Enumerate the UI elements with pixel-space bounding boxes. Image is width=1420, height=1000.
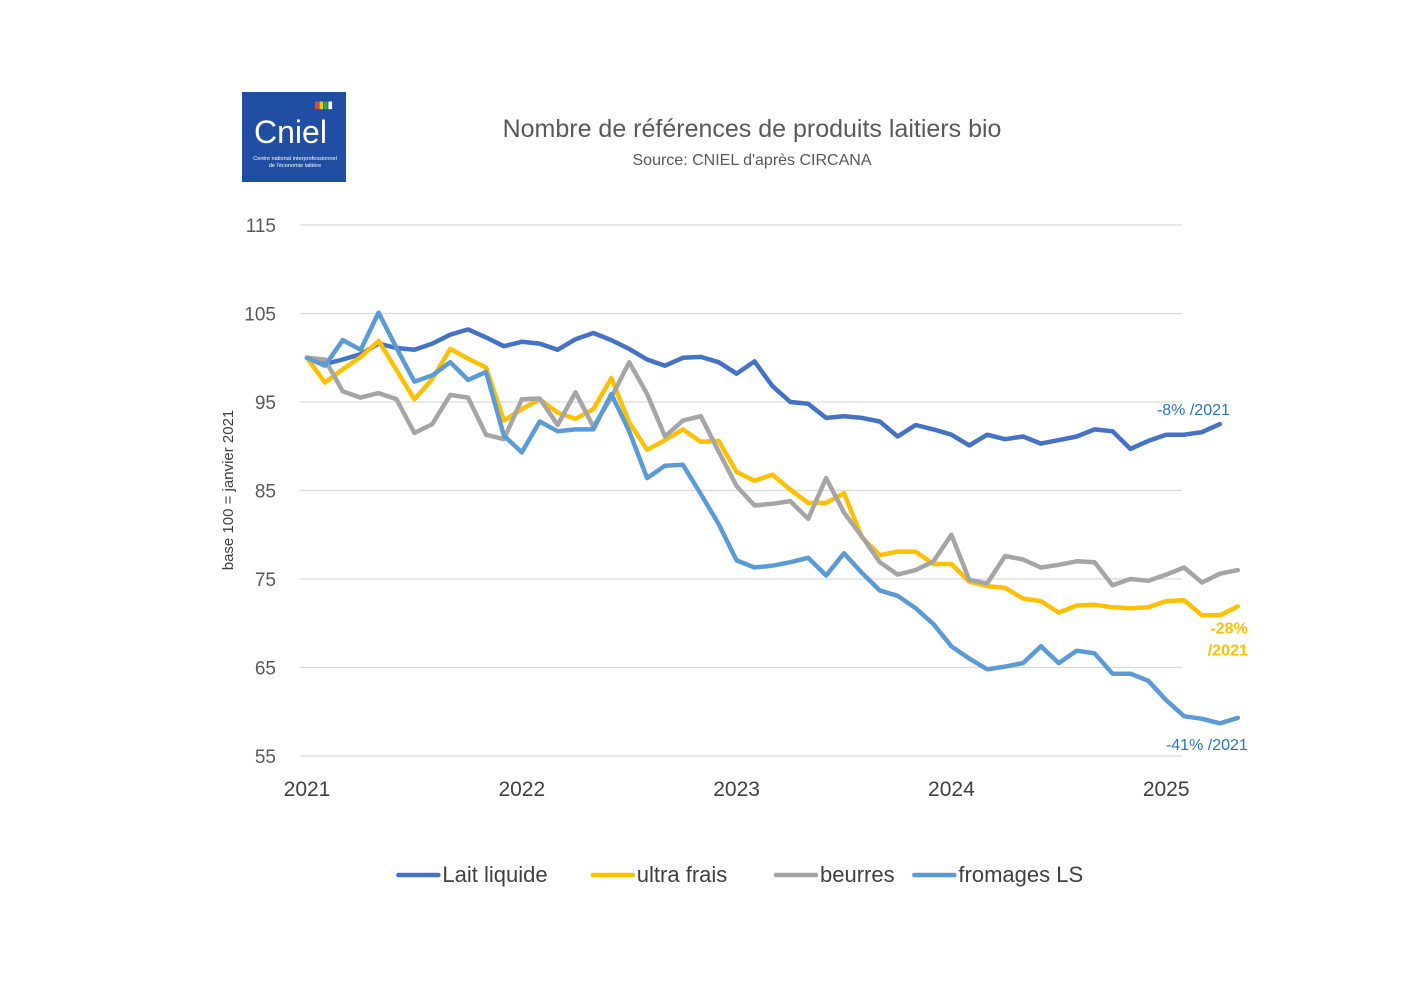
series-line-fromages-ls [304, 310, 1241, 726]
x-tick-label: 2024 [928, 778, 975, 801]
chart-title: Nombre de références de produits laitier… [503, 115, 1002, 143]
series-lines [304, 310, 1241, 726]
y-tick-label: 65 [255, 659, 276, 680]
legend: Lait liquide ultra frais beurres fromages L… [396, 862, 1083, 887]
y-tick-label: 85 [255, 482, 276, 503]
annotation-label: -41% /2021 [1166, 737, 1248, 754]
cniel-logo: ▮▮▮▮ Cniel Centre national interprofessi… [242, 92, 346, 182]
series-line-beurres [304, 355, 1241, 588]
logo-name: Cniel [254, 114, 327, 150]
x-tick-label: 2021 [284, 778, 331, 801]
logo-mark-icon: ▮▮▮▮ [313, 100, 333, 111]
annotation-label: -28% [1210, 620, 1247, 637]
y-tick-label: 115 [246, 216, 276, 237]
legend-label: Lait liquide [442, 862, 547, 887]
y-axis-ticks: 55 65 75 85 95 105 115 [244, 216, 276, 768]
y-tick-label: 55 [255, 747, 276, 768]
x-axis-ticks: 2021 2022 2023 2024 2025 [284, 778, 1190, 801]
annotation-label: /2021 [1208, 642, 1248, 659]
series-line-ultra-frais [304, 338, 1241, 618]
logo-subtitle: Centre national interprofessionnel de l'… [253, 156, 337, 169]
legend-label: fromages LS [958, 862, 1083, 887]
x-tick-label: 2025 [1143, 778, 1190, 801]
y-tick-label: 95 [255, 393, 276, 414]
y-tick-label: 75 [255, 570, 276, 591]
legend-label: beurres [820, 862, 895, 887]
gridlines [300, 224, 1182, 757]
series-line-lait-liquide [304, 327, 1223, 452]
annotation-label: -8% /2021 [1157, 402, 1230, 419]
y-axis-label: base 100 = janvier 2021 [220, 410, 237, 571]
x-tick-label: 2022 [498, 778, 545, 801]
annotations: -8% /2021 -28% /2021 -41% /2021 [1157, 402, 1248, 754]
legend-label: ultra frais [637, 862, 727, 887]
x-tick-label: 2023 [713, 778, 760, 801]
y-tick-label: 105 [244, 305, 276, 326]
chart-subtitle: Source: CNIEL d'après CIRCANA [633, 152, 872, 169]
